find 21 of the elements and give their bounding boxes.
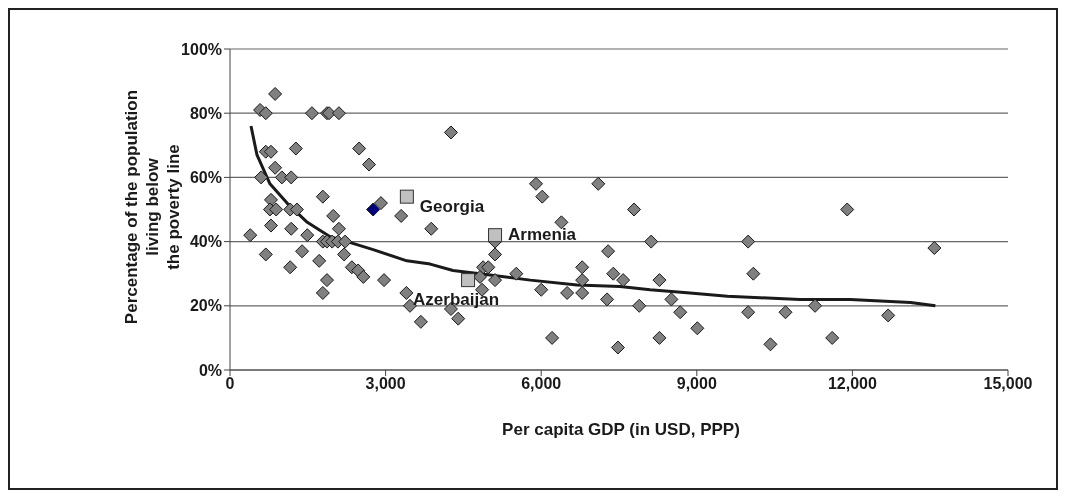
x-axis-title: Per capita GDP (in USD, PPP) xyxy=(501,420,741,440)
annotation: Armenia xyxy=(508,225,577,245)
annotation: Georgia xyxy=(419,196,485,216)
y-tick-label: 100% xyxy=(181,40,222,58)
x-tick-label: 3,000 xyxy=(365,375,406,393)
y-tick-label: 0% xyxy=(198,361,222,379)
point xyxy=(461,273,476,288)
point xyxy=(488,228,503,243)
x-tick-label: 0 xyxy=(225,375,235,393)
annotation: Azerbaijan xyxy=(413,290,500,310)
x-tick-label: 9,000 xyxy=(676,375,717,393)
y-tick-label: 40% xyxy=(189,233,222,251)
point xyxy=(399,189,414,204)
y-tick-label: 80% xyxy=(189,104,222,122)
x-tick-label: 6,000 xyxy=(521,375,562,393)
y-tick-label: 20% xyxy=(189,297,222,315)
x-tick-label: 15,000 xyxy=(983,375,1033,393)
y-axis-title: Percentage of the population living below the poverty line xyxy=(120,89,184,325)
y-tick-label: 60% xyxy=(189,169,222,187)
x-tick-label: 12,000 xyxy=(827,375,877,393)
point xyxy=(366,202,381,217)
